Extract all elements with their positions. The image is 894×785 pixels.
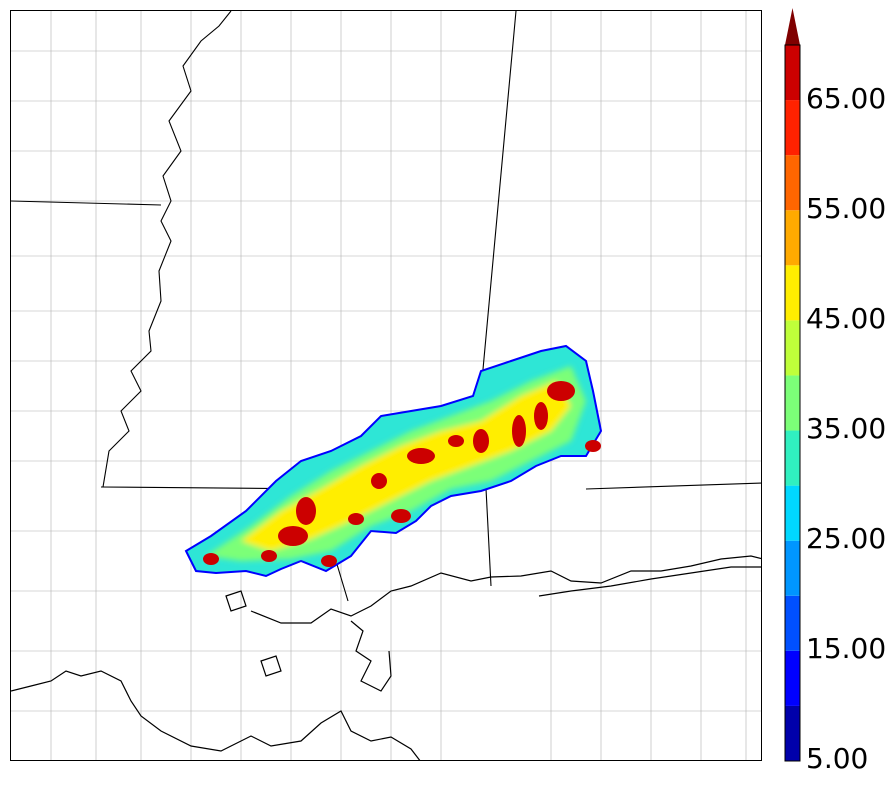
coastline	[11, 555, 761, 760]
colorbar-bin	[785, 705, 800, 761]
colorbar-bin	[785, 485, 800, 541]
colorbar-bin	[785, 320, 800, 376]
colorbar-tick-label: 65.00	[806, 82, 887, 115]
colorbar-bin	[785, 540, 800, 596]
colorbar-bin	[785, 650, 800, 706]
colorbar-bin	[785, 375, 800, 431]
colorbar-tick-label: 35.00	[806, 412, 887, 445]
colorbar-tick-label: 5.00	[806, 742, 869, 775]
high-reflectivity-cores	[203, 381, 601, 567]
colorbar-bin	[785, 45, 800, 101]
colorbar-tick-label: 15.00	[806, 632, 887, 665]
colorbar-tick-label: 55.00	[806, 192, 887, 225]
colorbar-bin	[785, 595, 800, 651]
colorbar-bin	[785, 430, 800, 486]
colorbar-bin	[785, 100, 800, 156]
colorbar-bin	[785, 155, 800, 211]
map-canvas	[11, 11, 761, 760]
colorbar-extend-arrow	[785, 8, 800, 45]
colorbar-tick-label: 45.00	[806, 302, 887, 335]
colorbar	[784, 8, 801, 762]
colorbar-bin	[785, 265, 800, 321]
colorbar-bin	[785, 210, 800, 266]
county-borders	[11, 11, 761, 760]
radar-reflectivity	[184, 344, 603, 578]
colorbar-tick-label: 25.00	[806, 522, 887, 555]
reflectivity-map	[10, 10, 762, 761]
